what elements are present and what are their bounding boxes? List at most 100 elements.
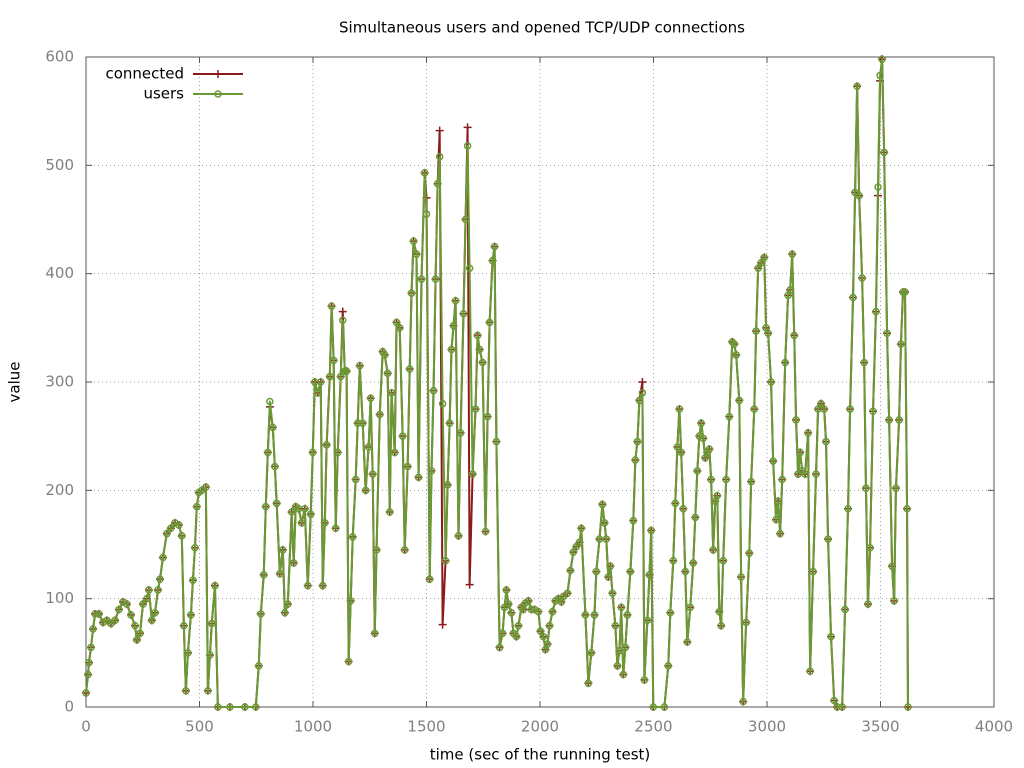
data-point — [257, 610, 265, 618]
data-point — [638, 389, 647, 397]
data-point — [361, 486, 370, 495]
data-point — [673, 443, 682, 451]
data-point — [338, 307, 347, 316]
data-point — [435, 126, 444, 135]
data-point — [269, 423, 277, 432]
data-point — [645, 571, 654, 579]
data-point — [445, 419, 454, 427]
data-point — [441, 557, 450, 565]
data-point — [587, 649, 596, 657]
data-point — [719, 557, 727, 565]
data-point — [309, 448, 317, 457]
data-point — [806, 667, 814, 675]
data-point — [822, 437, 830, 446]
data-point — [732, 351, 740, 359]
data-point — [536, 627, 545, 635]
data-point — [781, 358, 789, 367]
data-point — [438, 399, 447, 408]
data-point — [435, 152, 444, 161]
data-point — [281, 609, 289, 617]
x-tick-label: 3500 — [861, 718, 899, 736]
data-point — [395, 324, 404, 332]
data-point — [191, 544, 199, 552]
data-point — [178, 532, 186, 540]
data-point — [844, 505, 852, 513]
data-point — [604, 573, 613, 581]
data-point — [671, 499, 680, 508]
data-point — [824, 535, 832, 543]
data-point — [575, 538, 584, 547]
x-tick-label: 0 — [81, 718, 91, 736]
data-point — [182, 687, 190, 695]
data-point — [623, 611, 632, 619]
data-point — [849, 293, 857, 302]
data-point — [892, 484, 900, 492]
data-point — [745, 549, 754, 557]
data-point — [715, 607, 724, 616]
data-point — [208, 619, 216, 628]
data-point — [488, 256, 497, 265]
data-point — [241, 703, 249, 711]
data-point — [184, 649, 192, 657]
data-point — [629, 516, 638, 525]
data-point — [730, 340, 739, 348]
data-point — [790, 331, 798, 340]
data-point — [84, 670, 92, 679]
data-point — [89, 625, 97, 633]
x-tick-label: 2500 — [634, 718, 672, 736]
data-point — [463, 123, 472, 132]
data-point — [772, 515, 780, 524]
data-point — [392, 318, 401, 327]
data-point — [463, 142, 472, 150]
data-point — [527, 605, 536, 614]
x-tick-label: 2000 — [521, 718, 559, 736]
data-point — [693, 467, 702, 475]
data-point — [827, 632, 835, 641]
data-point — [858, 274, 866, 282]
data-point — [502, 586, 511, 594]
data-point — [853, 82, 861, 90]
data-point — [206, 651, 214, 659]
data-point — [481, 527, 490, 536]
data-point — [750, 405, 759, 413]
x-tick-label: 1500 — [407, 718, 445, 736]
data-point — [584, 679, 593, 687]
data-point — [686, 603, 695, 612]
data-point — [111, 616, 119, 625]
data-point — [675, 405, 684, 413]
data-point — [372, 546, 381, 554]
data-point — [449, 321, 458, 330]
data-point — [903, 505, 911, 513]
data-point — [380, 351, 389, 359]
data-point — [669, 557, 677, 565]
data-point — [289, 559, 298, 567]
data-point — [475, 345, 484, 354]
data-point — [679, 505, 687, 513]
data-point — [754, 264, 762, 272]
data-point — [769, 457, 777, 465]
data-point — [590, 611, 599, 619]
data-point — [358, 419, 367, 427]
data-point — [830, 696, 838, 705]
data-point — [595, 535, 604, 543]
data-point — [796, 448, 804, 457]
data-point — [904, 703, 912, 711]
x-tick-label: 1000 — [294, 718, 332, 736]
data-point — [739, 697, 747, 706]
y-tick-label: 600 — [45, 48, 74, 66]
data-point — [649, 703, 658, 711]
data-point — [459, 310, 468, 318]
data-point — [543, 640, 552, 648]
data-point — [443, 481, 452, 489]
y-tick-label: 400 — [45, 264, 74, 282]
data-point — [136, 629, 144, 638]
data-point — [519, 605, 528, 614]
data-point — [202, 483, 210, 491]
data-point — [534, 607, 543, 616]
legend-marker — [214, 70, 222, 78]
data-point — [611, 622, 620, 630]
data-point — [454, 532, 463, 540]
data-point — [175, 521, 183, 529]
data-point — [869, 407, 877, 415]
data-point — [148, 616, 156, 625]
